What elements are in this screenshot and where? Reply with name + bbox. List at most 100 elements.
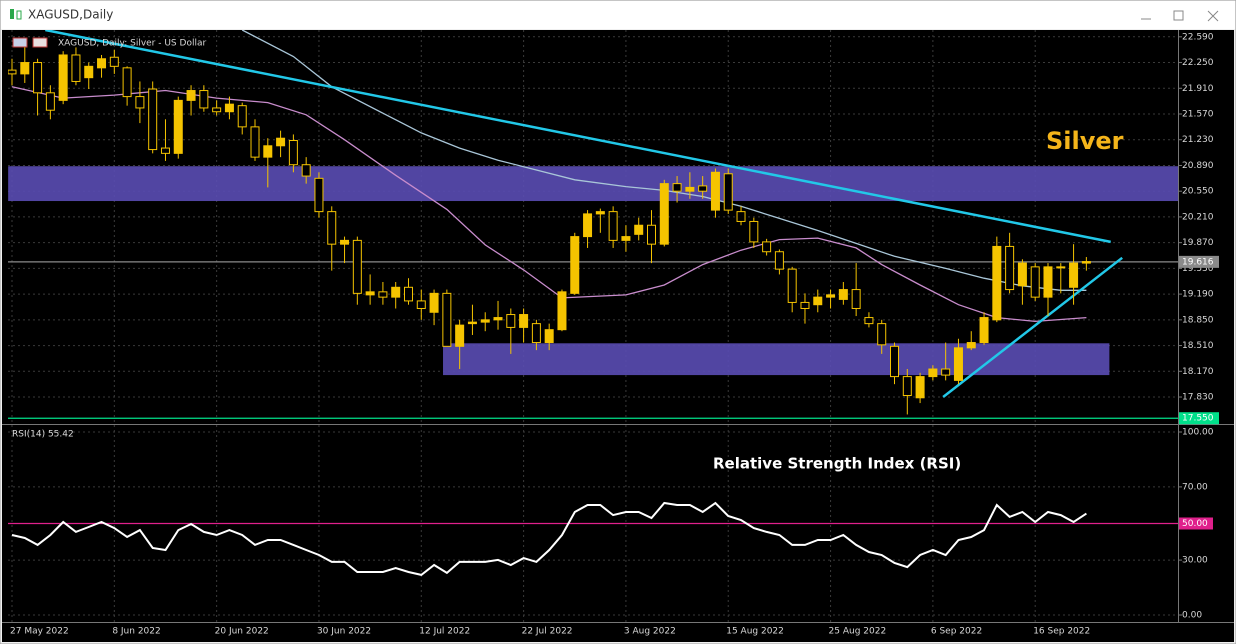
candle-body <box>826 294 836 298</box>
overlay-line <box>942 256 1123 398</box>
annotation: Silver <box>1046 127 1124 155</box>
candle-body <box>58 54 68 101</box>
candle-body <box>864 317 874 325</box>
candle-body <box>429 292 439 313</box>
y-tick-label: 19.530 <box>1182 264 1214 274</box>
price-label-box <box>1179 255 1219 268</box>
candle-body <box>135 96 145 109</box>
reference-label: 50.00 <box>1182 519 1208 529</box>
candle-body <box>647 224 656 245</box>
y-tick-label: 20.550 <box>1182 187 1214 197</box>
candle-body <box>890 345 900 378</box>
candle-body <box>288 139 298 166</box>
price-label: 19.616 <box>1182 257 1214 267</box>
candle-body <box>160 147 170 154</box>
candle-body <box>391 286 401 298</box>
candle-body <box>148 88 158 151</box>
candle-body <box>877 323 887 346</box>
chart-background <box>2 30 1234 642</box>
zone <box>8 166 1178 202</box>
maximize-button[interactable] <box>1173 10 1184 21</box>
candle-body <box>506 314 516 328</box>
zone <box>443 343 1110 376</box>
candle-body <box>915 376 925 399</box>
candle-body <box>621 236 631 241</box>
close-button[interactable] <box>1207 10 1219 22</box>
reference-label-box <box>1179 517 1213 530</box>
symbol-flags <box>12 37 48 48</box>
candle-body <box>557 291 567 331</box>
candle-body <box>583 213 593 238</box>
candle-body <box>531 323 541 344</box>
candle-body <box>570 236 580 294</box>
candle-body <box>544 329 554 344</box>
candle-body <box>634 224 644 235</box>
candle-body <box>301 164 311 177</box>
candle-body <box>186 90 196 101</box>
candle-body <box>480 319 490 323</box>
y-tick-label: 19.190 <box>1182 290 1214 300</box>
candle-body <box>685 186 695 192</box>
candle-body <box>250 126 260 158</box>
x-tick-label: 30 Jun 2022 <box>317 627 371 637</box>
candle-body <box>774 251 784 270</box>
candle-body <box>340 239 350 245</box>
candle-body <box>698 185 708 192</box>
candle-body <box>992 245 1002 321</box>
candle-body <box>224 103 234 113</box>
y-tick-label: 21.570 <box>1182 110 1214 120</box>
candle-body <box>122 67 132 98</box>
y-tick-label: 0.00 <box>1182 611 1202 621</box>
x-tick-label: 15 Aug 2022 <box>726 627 784 637</box>
chart-title: XAGUSD, Daily: Silver - US Dollar <box>58 39 206 49</box>
x-tick-label: 12 Jul 2022 <box>419 627 470 637</box>
rsi-title: RSI(14) 55.42 <box>12 430 74 440</box>
candle-body <box>595 211 605 215</box>
window-icon <box>10 9 22 20</box>
candle-body <box>71 54 81 82</box>
price-label: 17.550 <box>1182 414 1214 424</box>
overlay-line <box>11 86 1087 323</box>
candle-body <box>710 171 720 211</box>
candle-body <box>1005 245 1015 291</box>
y-tick-label: 30.00 <box>1182 556 1208 566</box>
overlay-line <box>45 30 1111 244</box>
candle-body <box>237 105 247 128</box>
candle-body <box>109 56 119 67</box>
candle-body <box>314 177 324 213</box>
candle-body <box>941 368 951 376</box>
candle-body <box>928 368 938 378</box>
x-tick-label: 27 May 2022 <box>10 627 69 637</box>
candle-body <box>672 183 682 192</box>
overlay-line <box>241 30 1087 291</box>
y-tick-label: 21.910 <box>1182 84 1214 94</box>
candle-body <box>1056 266 1066 269</box>
rsi-line <box>11 501 1087 576</box>
candle-body <box>800 301 810 309</box>
y-tick-label: 20.890 <box>1182 161 1214 171</box>
x-tick-label: 22 Jul 2022 <box>522 627 573 637</box>
y-tick-label: 22.250 <box>1182 58 1214 68</box>
candle-body <box>84 65 94 79</box>
candle-body <box>723 173 733 211</box>
y-tick-label: 70.00 <box>1182 482 1208 492</box>
candle-body <box>762 241 772 253</box>
y-tick-label: 18.510 <box>1182 341 1214 351</box>
x-tick-label: 25 Aug 2022 <box>829 627 887 637</box>
y-tick-label: 21.230 <box>1182 135 1214 145</box>
candle-body <box>493 317 503 321</box>
y-tick-label: 18.170 <box>1182 367 1214 377</box>
candle-body <box>838 289 848 300</box>
candle-body <box>327 211 337 245</box>
candle-body <box>276 137 286 147</box>
candle-body <box>97 58 107 69</box>
y-tick-label: 19.870 <box>1182 238 1214 248</box>
candle-body <box>966 342 976 349</box>
candle-body <box>608 211 618 241</box>
x-tick-label: 16 Sep 2022 <box>1033 627 1090 637</box>
candle-body <box>352 239 362 294</box>
candle-body <box>902 376 912 397</box>
candle-body <box>1069 262 1079 288</box>
x-tick-label: 6 Sep 2022 <box>931 627 982 637</box>
candle-body <box>467 321 477 325</box>
